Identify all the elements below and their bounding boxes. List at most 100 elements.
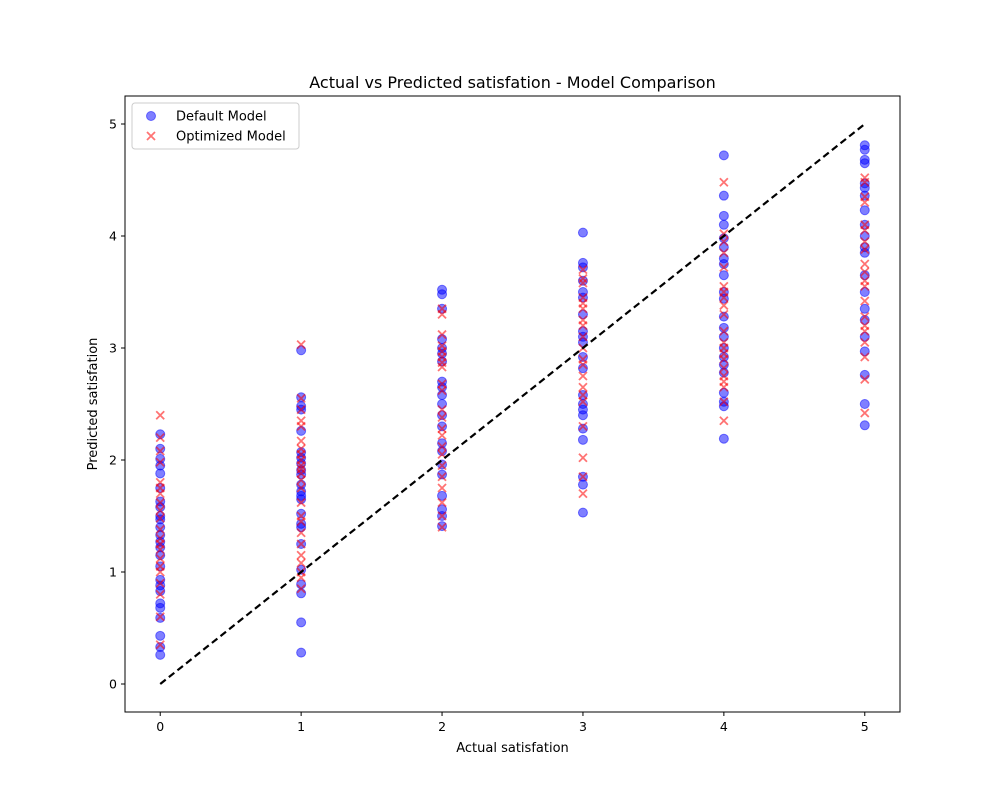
data-point (860, 244, 870, 255)
data-point (860, 352, 870, 362)
data-point (578, 332, 588, 342)
data-point (578, 390, 588, 400)
data-point (718, 401, 729, 412)
data-point (577, 434, 588, 445)
data-point (577, 227, 588, 238)
data-point (578, 360, 588, 370)
data-point (860, 337, 870, 348)
data-point (437, 497, 447, 508)
data-point (719, 262, 729, 272)
data-point (718, 150, 729, 161)
x-tick-label: 1 (297, 719, 305, 734)
data-point (578, 421, 588, 432)
data-point (577, 351, 588, 362)
data-point (296, 516, 306, 527)
x-axis-label: Actual satisfation (456, 741, 569, 756)
data-point (296, 436, 306, 446)
data-point (155, 544, 165, 555)
data-point (859, 205, 870, 216)
data-point (859, 144, 870, 155)
data-point (578, 488, 588, 499)
data-point (860, 177, 870, 187)
data-point (719, 248, 729, 258)
data-point (719, 300, 729, 311)
data-point (296, 617, 307, 628)
data-point (155, 432, 165, 443)
data-point (155, 612, 165, 622)
y-axis-label: Predicted satisfation (86, 338, 101, 471)
data-point (860, 312, 870, 322)
perfect-prediction-line (159, 123, 866, 685)
y-tick-label: 5 (109, 117, 117, 132)
data-point (859, 420, 870, 431)
x-tick-label: 5 (861, 719, 869, 734)
legend: Default Model Optimized Model (131, 102, 300, 150)
data-point (437, 309, 447, 320)
data-point (859, 158, 870, 169)
data-point (718, 433, 729, 444)
data-point (155, 640, 165, 650)
data-point (296, 558, 306, 568)
data-point (859, 369, 870, 380)
data-point (296, 588, 307, 599)
data-point (296, 393, 306, 404)
data-point (719, 363, 729, 373)
series-optimized-model (155, 173, 870, 650)
data-point (578, 382, 588, 392)
data-point (155, 524, 165, 535)
y-tick-label: 2 (109, 453, 117, 468)
data-point (577, 507, 588, 518)
data-point (578, 453, 588, 463)
data-point (577, 410, 588, 421)
data-point (718, 311, 729, 322)
data-point (719, 416, 729, 426)
data-point (437, 404, 447, 415)
data-point (860, 296, 870, 306)
data-point (860, 225, 870, 236)
data-point (719, 229, 729, 239)
data-point (718, 210, 729, 221)
data-point (437, 469, 448, 480)
data-point (578, 397, 588, 407)
legend-marker (146, 111, 156, 121)
data-point (578, 278, 588, 288)
data-point (860, 197, 870, 208)
data-point (860, 408, 870, 418)
data-point (155, 649, 166, 660)
data-point (155, 410, 165, 420)
data-point (437, 379, 447, 389)
data-point (155, 630, 166, 641)
y-tick-label: 4 (109, 229, 117, 244)
data-point (437, 522, 447, 532)
data-point (155, 457, 165, 467)
data-point (296, 421, 306, 432)
data-point (718, 219, 729, 230)
data-point (296, 539, 306, 549)
x-tick-label: 2 (438, 719, 446, 734)
data-point (860, 281, 870, 292)
data-point (437, 424, 447, 434)
data-point (860, 326, 870, 336)
data-point (718, 190, 729, 201)
data-point (296, 425, 307, 436)
data-point (437, 412, 447, 423)
data-point (155, 602, 166, 613)
legend-marker (146, 131, 156, 141)
data-point (437, 390, 448, 401)
data-point (296, 460, 306, 471)
data-point (296, 564, 307, 575)
data-point (296, 340, 306, 350)
data-point (719, 309, 729, 320)
y-tick-label: 0 (109, 677, 117, 692)
plot-area (124, 95, 901, 713)
data-point (437, 511, 447, 521)
data-point (296, 528, 306, 538)
data-point (578, 371, 588, 381)
data-point (155, 567, 165, 577)
data-point (296, 508, 307, 519)
data-marks (155, 123, 870, 685)
x-tick-label: 4 (720, 719, 728, 734)
data-point (155, 443, 166, 454)
legend-label: Default Model (176, 110, 267, 125)
data-point (155, 553, 165, 564)
